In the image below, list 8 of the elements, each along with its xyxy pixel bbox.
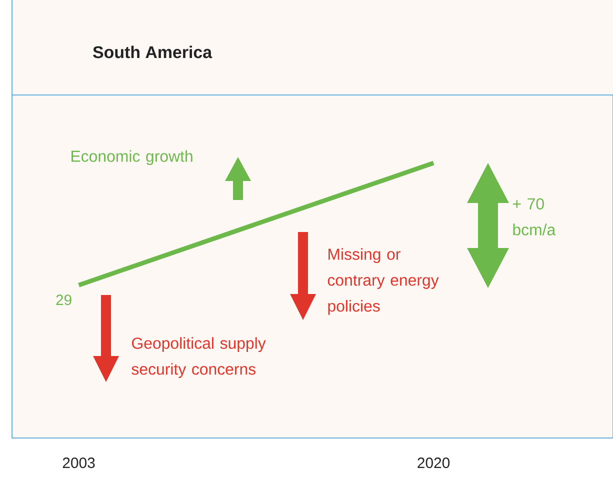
chart-title: South America [93, 46, 212, 58]
annotation: Geopolitical supply security concerns [132, 337, 266, 378]
x-tick-label: 2003 [62, 458, 95, 468]
x-tick-label: 2020 [418, 458, 450, 468]
annotation: + 70 bcm/a [512, 198, 556, 236]
annotation: 29 [56, 294, 72, 306]
annotation: Economic growth [72, 150, 192, 166]
annotation: Missing or contrary energy policies [328, 248, 439, 315]
